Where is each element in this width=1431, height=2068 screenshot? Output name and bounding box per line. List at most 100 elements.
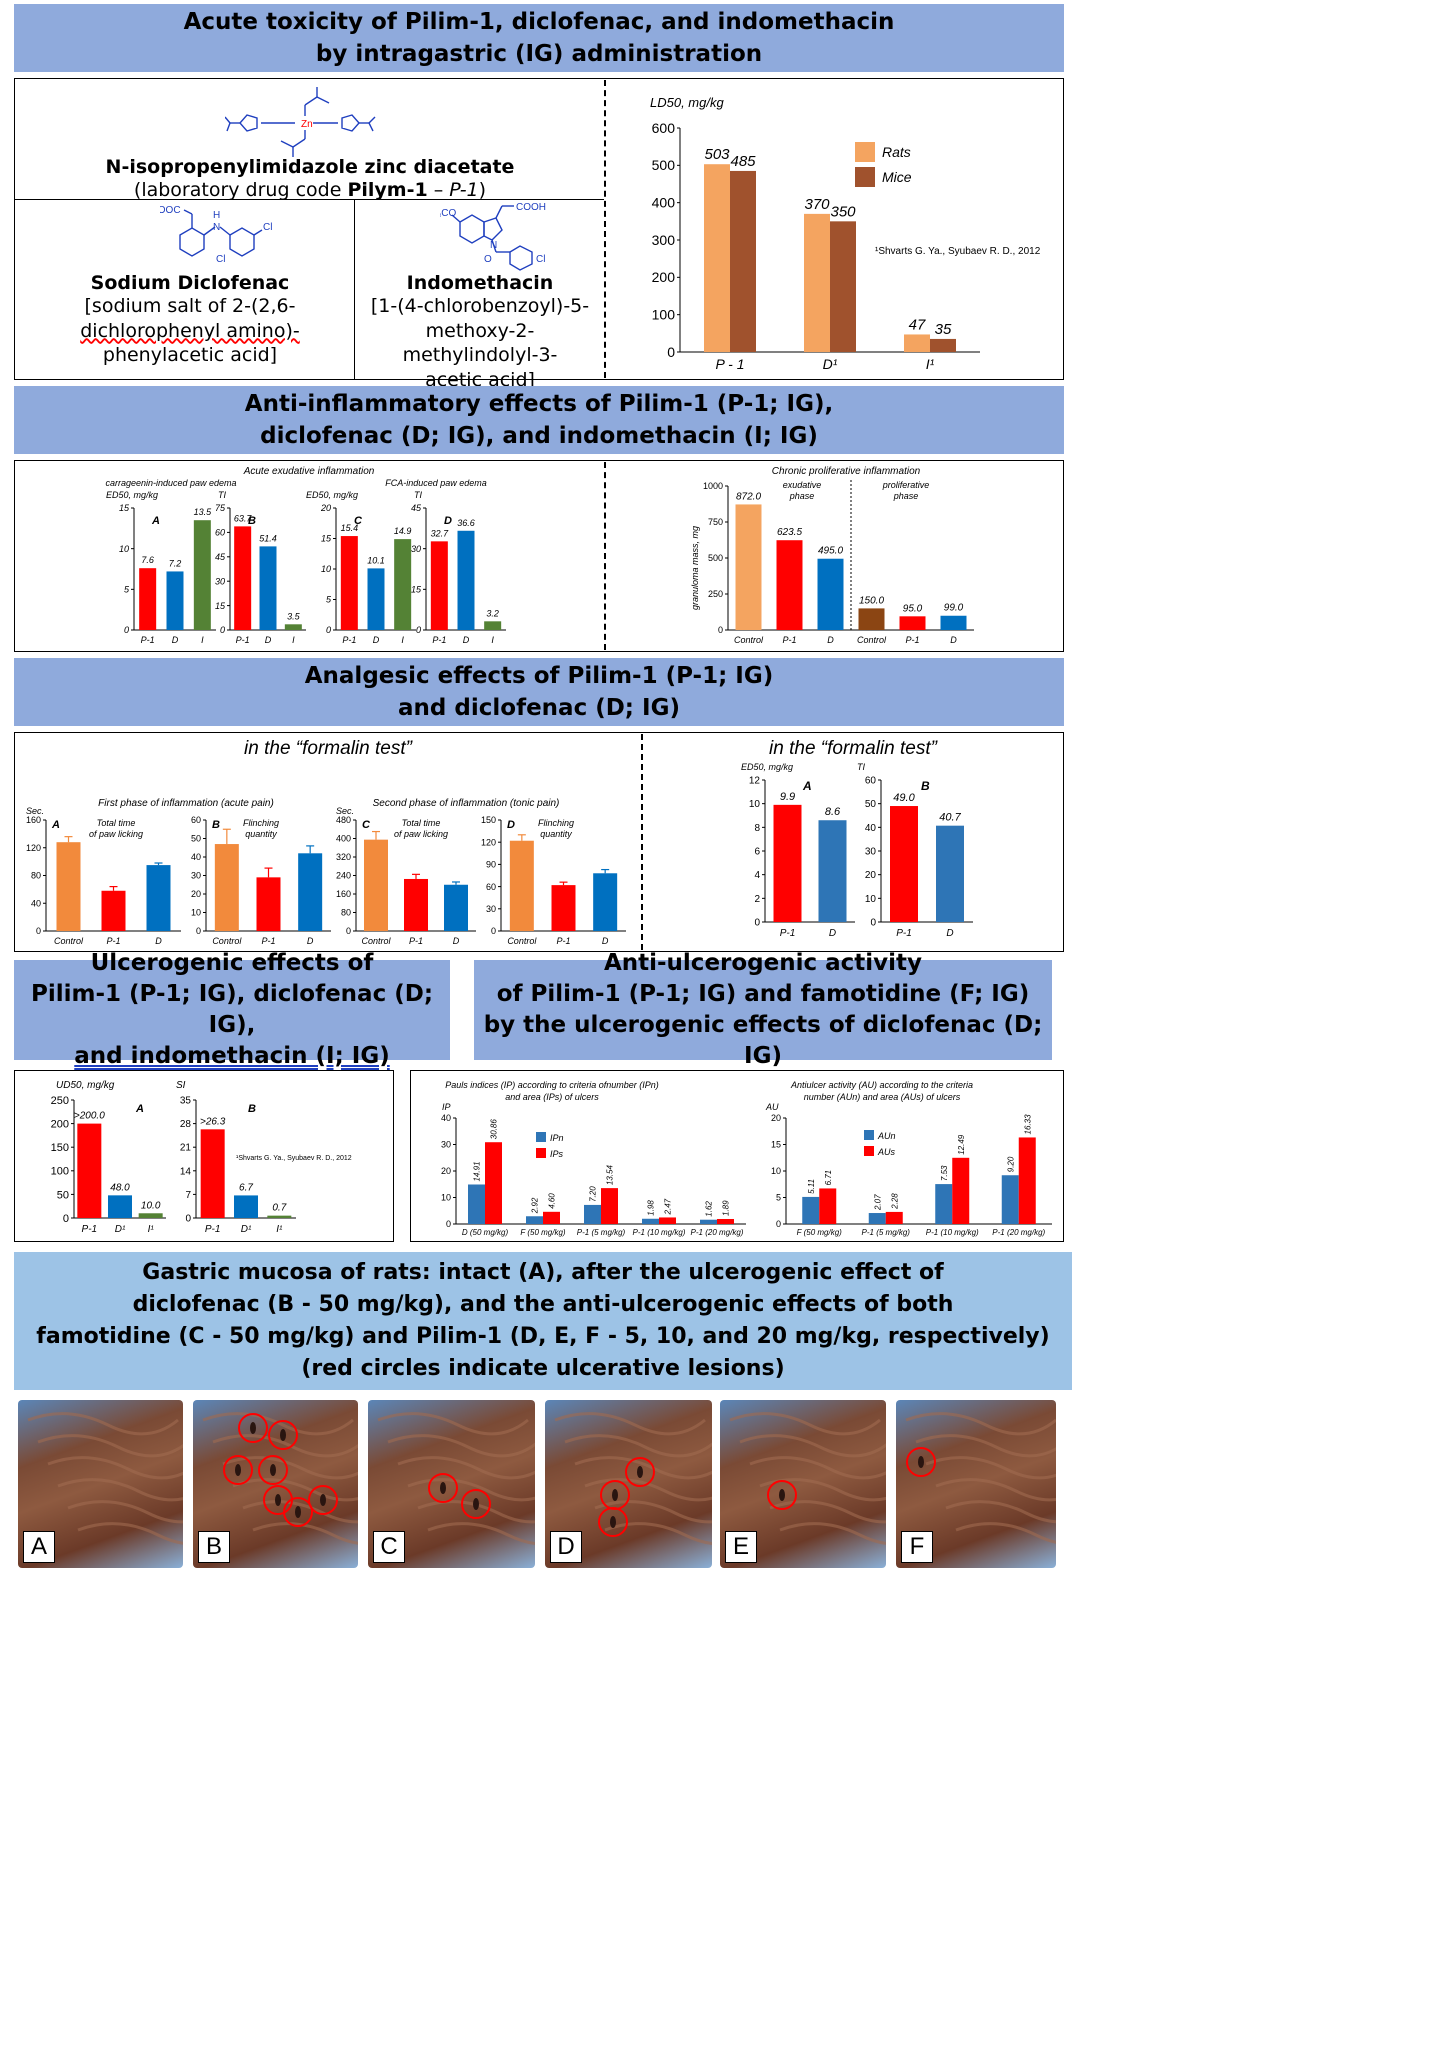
lesion-overlay [729,1412,886,1545]
mucosa-fold [47,1456,183,1480]
bar [166,571,184,630]
y-axis-title: TI [857,762,865,772]
bar-rats [804,213,830,352]
ulcer-mark [270,1464,276,1476]
ulcer-mark [612,1489,618,1501]
data-label: 10.1 [367,555,385,565]
mucosa-fold [594,1500,712,1524]
y-tick-label: 12 [749,776,761,787]
y-tick-label: 8 [754,823,760,834]
data-label: 40.7 [939,812,961,824]
y-axis-title: TI [218,490,226,500]
legend-label: IPs [550,1149,564,1159]
mucosa-fold [212,1434,358,1458]
x-tick-label: F (50 mg/kg) [797,1228,843,1237]
lesion-circle [308,1485,338,1515]
data-label: 13.54 [606,1165,615,1186]
y-tick-label: 0 [326,625,331,635]
y-axis-title: AU [765,1102,779,1112]
n-label: N [213,222,220,233]
bar-ipn [642,1218,659,1224]
mucosa-fold [397,1456,535,1480]
x-tick-label: I¹ [276,1224,283,1235]
y-tick-label: 20 [191,889,201,899]
ulcer-mark [320,1494,326,1506]
sub-label: quantity [245,829,277,839]
chart-subtitle: carrageenin-induced paw edema [105,478,236,488]
x-tick-label: D [602,936,609,946]
acute-inflammation-charts: Acute exudative inflammation carrageenin-… [105,466,506,645]
y-tick-label: 0 [36,926,41,936]
pilym-desc-mid: – [427,179,450,201]
data-label: 32.7 [431,528,450,538]
panel-label: B [248,515,256,527]
x-tick-label: D [827,635,834,645]
bar [256,877,281,931]
pilym-text: N-isopropenylimidazole zinc diacetate (l… [20,156,600,203]
mucosa-fold [232,1478,358,1502]
data-label: 2.92 [531,1197,540,1214]
data-label: 51.4 [259,533,277,543]
lesion-circle [598,1507,628,1537]
bar [259,546,277,630]
data-label: 5.11 [807,1179,816,1194]
diclofenac-desc-line: phenylacetic acid] [102,344,278,367]
bar [214,844,239,931]
y-tick-label: 28 [180,1119,192,1130]
y-tick-label: 0 [718,625,723,635]
sub-label: Total time [97,818,136,828]
x-tick-label: I [201,635,204,645]
y-tick-label: 0 [63,1213,69,1225]
bar-ips [543,1211,560,1224]
y-tick-label: 0 [754,918,760,929]
y-tick-label: 0 [196,926,201,936]
mucosa-fold [945,1500,1056,1524]
legend-label: AUn [877,1131,896,1141]
banner-line: by intragastric (IG) administration [315,41,763,67]
bar [457,530,475,630]
bar-aus [952,1157,970,1224]
gastric-photo: C [368,1400,535,1568]
x-tick-label: I¹ [148,1224,155,1235]
legend-label: IPn [550,1133,564,1143]
bar [139,568,157,630]
sub-label: Flinching [243,818,279,828]
bar [56,842,81,931]
y-tick-label: 40 [191,852,201,862]
legend-swatch [536,1148,546,1158]
bar [284,624,302,630]
legend-swatch-mice [855,167,875,187]
banner-line: Anti-ulcerogenic activity [603,950,923,976]
section-title: in the “formalin test” [769,738,939,759]
x-tick-label: D¹ [115,1224,126,1235]
lesion-circle [268,1420,298,1450]
y-tick-label: 750 [708,517,723,527]
y-tick-label: 0 [776,1219,781,1229]
y-tick-label: 90 [486,860,496,870]
x-tick-label: D [453,936,460,946]
o-label: O [484,254,492,265]
panel-label: D [507,819,515,831]
bar-mice [830,221,856,352]
photo-label: E [725,1531,757,1563]
bar [77,1123,102,1218]
bar [267,1215,292,1218]
data-label: 7.20 [589,1186,598,1202]
x-tick-label: D¹ [241,1224,252,1235]
mucosa-fold [387,1434,535,1458]
ulcer-mark [235,1464,241,1476]
y-tick-label: 160 [336,889,351,899]
data-label: 99.0 [944,603,964,614]
panel-label: B [921,779,930,793]
banner-line: (red circles indicate ulcerative lesions… [301,1356,785,1381]
mucosa-fold [77,1522,183,1545]
y-tick-label: 60 [486,882,496,892]
data-label: 14.91 [473,1161,482,1181]
data-label: 12.49 [957,1134,966,1155]
mucosa-fold [759,1478,886,1502]
bar-mice [930,338,956,352]
banner-line: Gastric mucosa of rats: intact (A), afte… [142,1260,944,1285]
y-tick-label: 10 [191,908,201,918]
y-tick-label: 6 [754,847,760,858]
mucosa-fold [729,1412,881,1436]
